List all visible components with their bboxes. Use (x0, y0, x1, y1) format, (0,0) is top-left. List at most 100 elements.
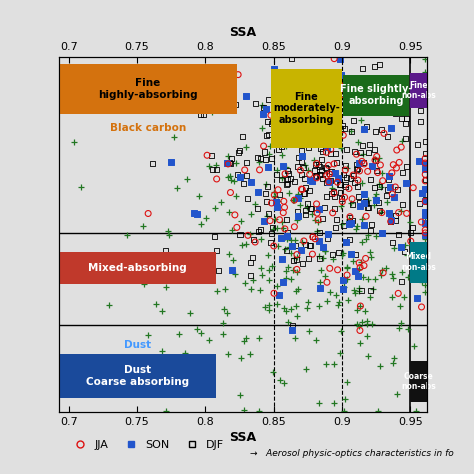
Point (372, 190, 380, 198)
Point (386, 183, 394, 191)
Point (378, 169, 385, 176)
Point (279, 76, 286, 84)
Point (203, 251, 210, 259)
Point (421, 271, 429, 278)
Point (329, 109, 337, 116)
Point (282, 246, 289, 253)
Point (251, 100, 259, 107)
Point (294, 111, 302, 118)
Point (377, 208, 385, 216)
Point (276, 102, 284, 109)
Point (330, 55, 338, 63)
Point (353, 166, 361, 173)
Point (389, 270, 396, 278)
Point (316, 171, 323, 178)
Point (349, 257, 357, 264)
Point (340, 407, 347, 414)
Point (328, 167, 335, 175)
Point (421, 226, 429, 234)
Point (255, 158, 263, 166)
Point (234, 171, 241, 178)
Point (266, 143, 274, 150)
Point (305, 299, 312, 306)
Point (313, 174, 320, 182)
Point (210, 232, 218, 240)
Point (270, 65, 278, 73)
Point (342, 166, 349, 174)
Point (246, 258, 254, 266)
Point (224, 350, 232, 357)
Point (263, 131, 270, 139)
Point (326, 136, 333, 143)
Point (421, 230, 429, 237)
Point (337, 189, 344, 196)
Point (233, 224, 241, 231)
Point (343, 379, 351, 386)
Point (265, 266, 273, 274)
Point (355, 273, 362, 280)
Point (141, 281, 148, 288)
Point (279, 162, 287, 170)
Point (272, 192, 279, 200)
Point (229, 74, 237, 82)
Point (268, 229, 275, 237)
Point (284, 263, 292, 271)
Point (324, 230, 331, 237)
Point (260, 142, 267, 150)
Point (280, 198, 288, 205)
Point (326, 170, 333, 177)
Point (254, 204, 262, 212)
Point (353, 150, 360, 158)
Point (421, 159, 429, 167)
Point (321, 164, 329, 172)
Point (357, 116, 365, 124)
Point (287, 306, 295, 313)
Point (334, 301, 341, 309)
Point (317, 266, 325, 274)
Point (265, 95, 273, 103)
Point (322, 178, 330, 186)
Point (315, 302, 323, 310)
Point (373, 153, 381, 160)
Point (421, 252, 429, 260)
Point (351, 290, 359, 297)
Point (183, 175, 191, 182)
Point (264, 210, 272, 218)
Point (421, 211, 429, 219)
Point (353, 161, 361, 168)
Point (332, 150, 340, 158)
Point (385, 172, 392, 180)
Point (327, 98, 334, 105)
Point (347, 219, 355, 227)
Point (265, 276, 273, 283)
Point (224, 152, 232, 159)
Point (421, 217, 429, 224)
Point (228, 267, 236, 274)
Point (295, 195, 302, 202)
Point (284, 170, 292, 178)
Point (407, 229, 414, 237)
Point (280, 305, 288, 312)
Point (334, 91, 342, 99)
Text: Fine
highly-absorbing: Fine highly-absorbing (98, 78, 198, 100)
Point (348, 217, 356, 224)
Point (357, 148, 365, 156)
Point (379, 177, 386, 184)
Point (371, 157, 379, 165)
Point (323, 172, 330, 179)
Point (291, 254, 298, 262)
Point (376, 161, 384, 169)
Point (380, 105, 388, 113)
Point (378, 209, 385, 217)
Point (273, 283, 281, 290)
Point (236, 147, 244, 155)
Point (298, 128, 306, 136)
Point (366, 140, 374, 148)
Point (322, 360, 330, 368)
Point (139, 222, 147, 229)
Point (281, 225, 289, 233)
Point (332, 224, 340, 231)
X-axis label: SSA: SSA (229, 27, 256, 39)
Point (282, 274, 290, 282)
Point (383, 192, 391, 200)
